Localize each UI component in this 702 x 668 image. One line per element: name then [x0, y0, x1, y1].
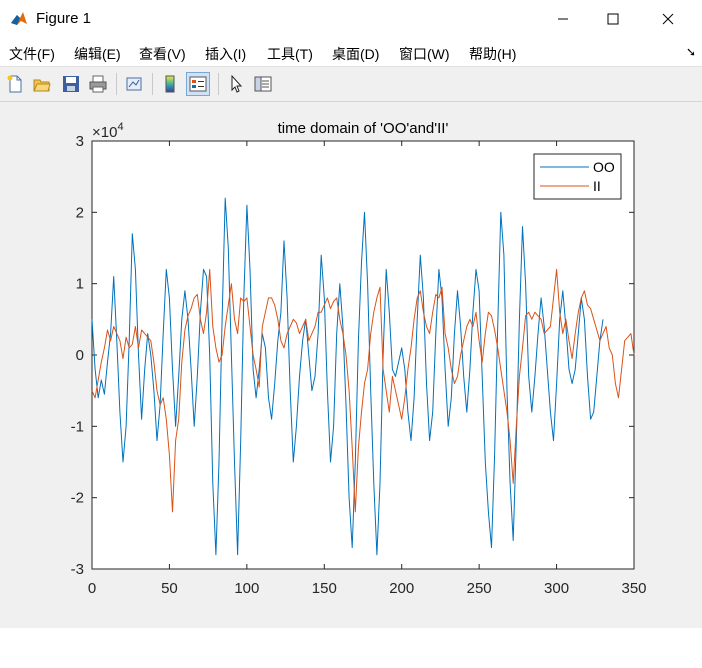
y-tick-label: 1 [76, 276, 84, 293]
menu-insert[interactable]: 插入(I) [205, 46, 247, 62]
edit-plot-icon [231, 75, 243, 93]
series-group [91, 197, 635, 556]
dock-arrow-icon[interactable]: ➘ [685, 45, 696, 59]
legend-label-ii: II [593, 178, 601, 194]
menu-view[interactable]: 查看(V) [139, 46, 186, 62]
y-exponent-power: 4 [117, 121, 123, 133]
edit-plot-button[interactable] [224, 72, 248, 96]
legend-label-oo: OO [593, 159, 615, 175]
x-tick-label: 350 [621, 580, 646, 597]
open-file-icon [33, 79, 51, 92]
legend-box [533, 153, 622, 200]
x-tick-label: 0 [88, 580, 96, 597]
maximize-icon [607, 13, 619, 25]
print-icon [89, 75, 107, 93]
new-figure-button[interactable] [3, 72, 27, 96]
toolbar-separator [152, 73, 153, 95]
open-file-button[interactable] [30, 72, 54, 96]
chart-title: time domain of 'OO'and'II' [278, 120, 449, 137]
y-tick-label: 3 [76, 133, 84, 150]
axis-ticks: 0 50 100 150 200 250 300 350 -3 -2 -1 0 1 2 3 [71, 133, 647, 597]
colorbar-button[interactable] [158, 72, 182, 96]
x-tick-label: 200 [389, 580, 414, 597]
series-line-oo[interactable] [91, 197, 604, 556]
x-tick-label: 300 [544, 580, 569, 597]
print-button[interactable] [86, 72, 110, 96]
title-bar: Figure 1 [0, 0, 702, 38]
series-line-ii[interactable] [91, 268, 635, 513]
toolbar [0, 66, 702, 102]
link-plot-icon [126, 77, 142, 91]
save-icon [63, 76, 79, 92]
menu-edit[interactable]: 编辑(E) [74, 46, 121, 62]
maximize-button[interactable] [590, 0, 636, 38]
figure-window: Figure 1 文件(F) 编辑(E) 查看(V) 插入(I) 工具(T) 桌… [0, 0, 702, 628]
y-exponent-label: ×104 [92, 121, 124, 141]
toolbar-separator [116, 73, 117, 95]
menu-tools[interactable]: 工具(T) [267, 46, 313, 62]
menu-file[interactable]: 文件(F) [9, 46, 55, 62]
legend-icon [189, 76, 207, 92]
menu-window[interactable]: 窗口(W) [399, 46, 450, 62]
y-exponent-base: ×10 [92, 124, 117, 141]
menu-help[interactable]: 帮助(H) [469, 46, 517, 62]
property-inspector-button[interactable] [251, 72, 275, 96]
y-tick-label: 0 [76, 347, 84, 364]
y-tick-label: 2 [76, 204, 84, 221]
close-button[interactable] [645, 0, 691, 38]
property-inspector-icon [254, 76, 272, 92]
link-plot-button[interactable] [122, 72, 146, 96]
menu-desktop[interactable]: 桌面(D) [332, 46, 380, 62]
new-figure-icon [7, 75, 22, 93]
save-button[interactable] [59, 72, 83, 96]
y-tick-label: -2 [71, 490, 84, 507]
minimize-icon [558, 18, 568, 20]
legend[interactable]: OO II [533, 153, 622, 200]
window-title: Figure 1 [36, 10, 92, 27]
line-chart[interactable]: 0 50 100 150 200 250 300 350 -3 -2 -1 0 1 2 3 time dom… [0, 101, 702, 628]
figure-canvas: 0 50 100 150 200 250 300 350 -3 -2 -1 0 1 2 3 time dom… [0, 101, 702, 628]
x-tick-label: 100 [234, 580, 259, 597]
y-tick-label: -1 [71, 418, 84, 435]
close-icon [662, 13, 674, 25]
y-tick-label: -3 [71, 561, 84, 578]
x-tick-label: 50 [161, 580, 178, 597]
minimize-button[interactable] [540, 0, 586, 38]
matlab-icon [9, 9, 29, 29]
x-tick-label: 150 [312, 580, 337, 597]
colorbar-icon [165, 75, 175, 93]
menu-bar: 文件(F) 编辑(E) 查看(V) 插入(I) 工具(T) 桌面(D) 窗口(W… [0, 38, 702, 66]
x-tick-label: 250 [467, 580, 492, 597]
legend-button[interactable] [186, 72, 210, 96]
toolbar-separator [218, 73, 219, 95]
